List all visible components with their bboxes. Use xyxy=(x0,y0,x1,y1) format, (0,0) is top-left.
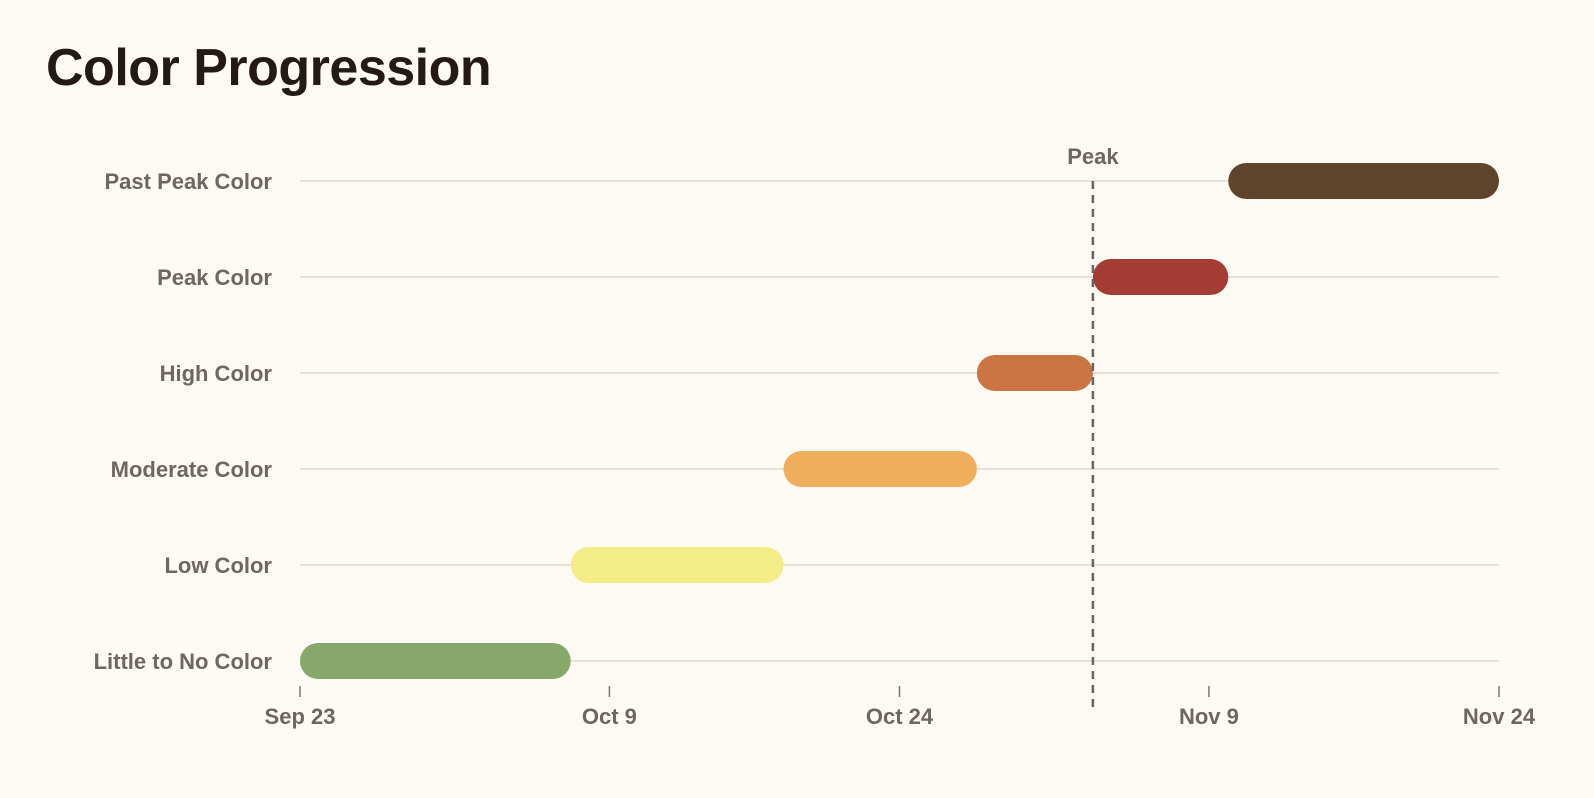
annotations: Peak xyxy=(1067,144,1119,707)
bars xyxy=(300,163,1499,679)
category-label: Low Color xyxy=(164,553,272,578)
category-label: Moderate Color xyxy=(111,457,273,482)
gridlines xyxy=(300,180,1499,662)
range-bar xyxy=(783,451,977,487)
category-label: High Color xyxy=(160,361,273,386)
category-label: Peak Color xyxy=(157,265,272,290)
category-labels: Little to No Color Low Color Moderate Colo… xyxy=(94,169,273,674)
x-tick-label: Nov 9 xyxy=(1179,704,1239,729)
x-tick-label: Sep 23 xyxy=(265,704,336,729)
x-axis: Sep 23 Oct 9 Oct 24 Nov 9 Nov 24 xyxy=(265,686,1536,729)
x-tick-label: Nov 24 xyxy=(1463,704,1536,729)
x-tick-label: Oct 24 xyxy=(866,704,934,729)
peak-label: Peak xyxy=(1067,144,1119,169)
range-bar xyxy=(570,547,784,583)
chart-title: Color Progression xyxy=(46,39,492,97)
category-label: Past Peak Color xyxy=(104,169,272,194)
range-bar xyxy=(1228,163,1499,199)
range-bar xyxy=(1092,259,1229,295)
category-label: Little to No Color xyxy=(94,649,273,674)
x-tick-label: Oct 9 xyxy=(582,704,637,729)
range-bar xyxy=(300,643,571,679)
range-bar xyxy=(976,355,1093,391)
